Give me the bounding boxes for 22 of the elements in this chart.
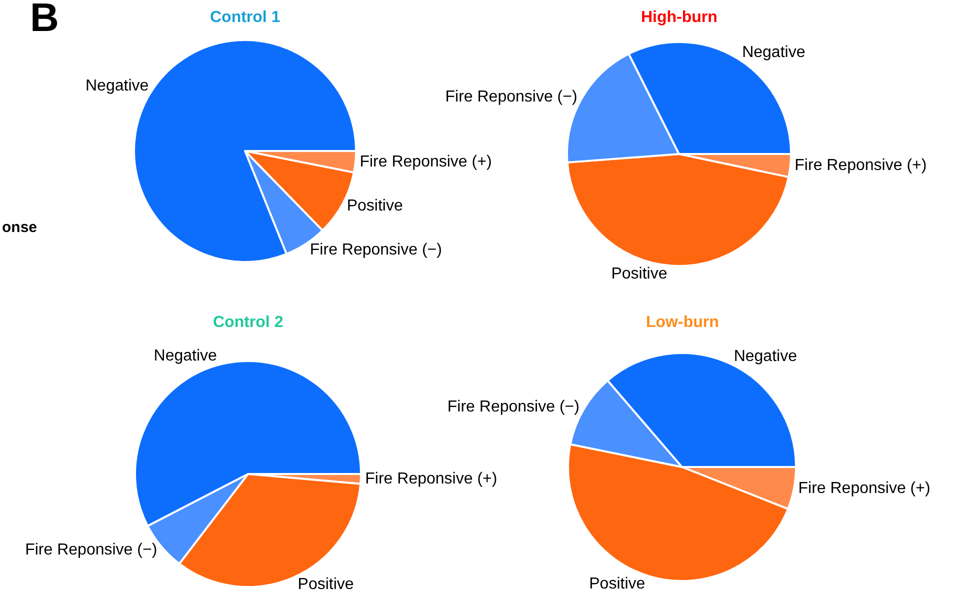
slice-label: Negative	[742, 44, 806, 62]
slice-label: Negative	[734, 348, 798, 365]
slice-label: Fire Reponsive (−)	[25, 542, 158, 559]
slice-label: Fire Reponsive (−)	[310, 241, 442, 258]
slice-label: Fire Reponsive (−)	[445, 88, 578, 106]
chart-title: High-burn	[641, 9, 718, 26]
text: onse	[2, 219, 38, 236]
chart-title: Control 2	[213, 314, 284, 331]
slice-label: Positive	[298, 576, 354, 594]
slice-label: Positive	[611, 266, 668, 283]
slice-label: Positive	[589, 576, 646, 593]
slice-label: Fire Reponsive (+)	[798, 480, 930, 498]
slice-label: Negative	[154, 348, 218, 365]
slice-label: Fire Reponsive (+)	[794, 157, 927, 174]
chart-title: Low-burn	[646, 314, 719, 331]
slice-label: Positive	[346, 197, 403, 214]
slice-label: Negative	[86, 78, 149, 95]
slice-label: Fire Reponsive (−)	[447, 398, 580, 416]
chart-title: Control 1	[210, 9, 280, 26]
text: B	[30, 0, 59, 40]
slice-label: Fire Reponsive (+)	[360, 153, 492, 170]
slice-label: Fire Reponsive (+)	[365, 470, 498, 488]
